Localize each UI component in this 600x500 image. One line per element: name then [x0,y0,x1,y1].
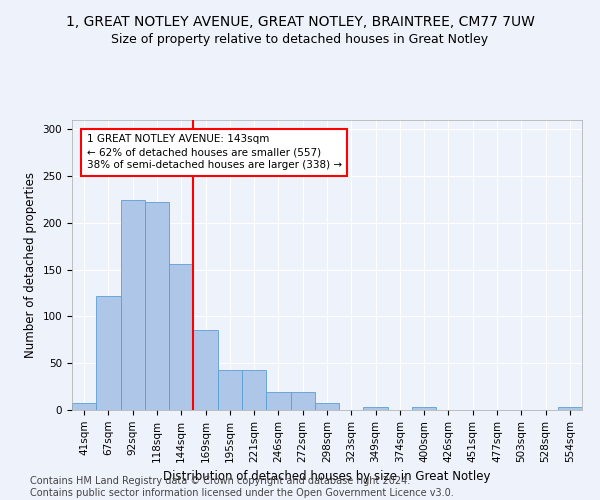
Bar [412,407,436,410]
Text: 1, GREAT NOTLEY AVENUE, GREAT NOTLEY, BRAINTREE, CM77 7UW: 1, GREAT NOTLEY AVENUE, GREAT NOTLEY, BR… [65,15,535,29]
Text: 1 GREAT NOTLEY AVENUE: 143sqm
← 62% of detached houses are smaller (557)
38% of : 1 GREAT NOTLEY AVENUE: 143sqm ← 62% of d… [86,134,341,170]
Bar [121,200,145,410]
Bar [558,407,582,410]
Text: Contains HM Land Registry data © Crown copyright and database right 2024.
Contai: Contains HM Land Registry data © Crown c… [30,476,454,498]
Y-axis label: Number of detached properties: Number of detached properties [24,172,37,358]
Bar [72,404,96,410]
X-axis label: Distribution of detached houses by size in Great Notley: Distribution of detached houses by size … [163,470,491,483]
Text: Size of property relative to detached houses in Great Notley: Size of property relative to detached ho… [112,32,488,46]
Bar [218,370,242,410]
Bar [315,402,339,410]
Bar [242,370,266,410]
Bar [169,264,193,410]
Bar [290,392,315,410]
Bar [145,202,169,410]
Bar [266,392,290,410]
Bar [193,330,218,410]
Bar [96,296,121,410]
Bar [364,407,388,410]
